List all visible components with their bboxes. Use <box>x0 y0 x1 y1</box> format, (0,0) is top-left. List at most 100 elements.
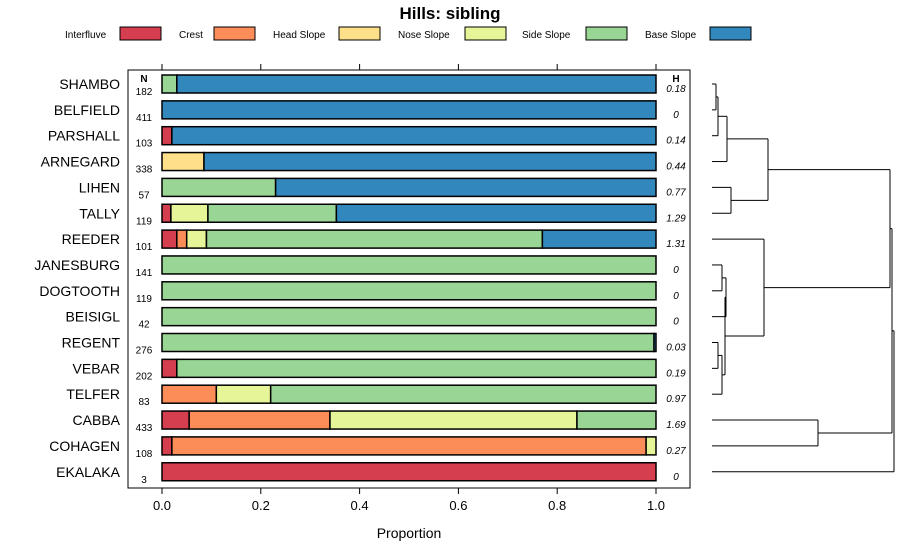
n-value: 83 <box>138 397 150 408</box>
bar-segment-interfluve <box>161 410 190 430</box>
bar-segment-side-slope <box>161 281 657 301</box>
bar-segment-crest <box>188 410 331 430</box>
row-janesburg: JANESBURG 141 0 <box>34 255 679 279</box>
x-axis: 0.0 0.2 0.4 0.6 0.8 1.0 <box>153 64 665 513</box>
bar-segment-base-slope <box>161 100 657 120</box>
h-value: 0 <box>673 317 679 328</box>
legend-label-crest: Crest <box>179 30 203 41</box>
bar-segment-base-slope <box>653 332 657 353</box>
bar-segment-base-slope <box>274 177 657 198</box>
soil-label: TELFER <box>66 386 120 402</box>
bar-segment-side-slope <box>161 177 277 198</box>
soil-label: COHAGEN <box>49 438 120 454</box>
row-cabba: CABBA 433 1.69 <box>73 410 686 434</box>
h-value: 0.97 <box>666 394 686 405</box>
soil-label: CABBA <box>73 412 121 428</box>
n-value: 411 <box>136 113 152 124</box>
h-value: 0.03 <box>666 343 686 354</box>
soil-label: BEISIGL <box>66 309 121 325</box>
n-value: 182 <box>136 87 153 98</box>
legend-swatch-base-slope <box>709 26 752 41</box>
x-tick-label: 0.2 <box>252 498 270 513</box>
bar-segment-base-slope <box>335 203 657 223</box>
n-column-header: N <box>140 74 147 85</box>
row-shambo: SHAMBO 182 0.18 <box>59 74 686 98</box>
bar-segment-side-slope <box>269 384 657 404</box>
n-value: 42 <box>138 320 150 331</box>
h-value: 1.29 <box>666 213 686 224</box>
x-tick-label: 1.0 <box>647 498 665 513</box>
bar-segment-side-slope <box>576 410 657 430</box>
soil-label: VEBAR <box>73 360 120 376</box>
x-tick-label: 0.4 <box>351 498 369 513</box>
h-value: 0 <box>673 291 679 302</box>
bar-segment-base-slope <box>203 151 657 172</box>
h-value: 1.31 <box>666 239 685 250</box>
row-beisigl: BEISIGL 42 0 <box>66 306 679 331</box>
row-regent: REGENT 276 0.03 <box>62 332 686 357</box>
soil-label: EKALAKA <box>56 464 120 480</box>
bar-segment-crest <box>176 229 188 249</box>
bar-segment-side-slope <box>161 332 655 353</box>
h-value: 0.14 <box>666 136 686 147</box>
h-value: 0.19 <box>666 368 686 379</box>
legend-swatch-head-slope <box>338 26 381 41</box>
bar-segment-interfluve <box>161 125 173 146</box>
soil-label: DOGTOOTH <box>39 283 120 299</box>
bar-segment-interfluve <box>161 229 178 249</box>
bar-segment-base-slope <box>541 229 657 249</box>
row-telfer: TELFER 83 0.97 <box>66 384 686 408</box>
legend-label-head-slope: Head Slope <box>273 30 326 41</box>
n-value: 101 <box>136 242 153 253</box>
h-value: 0.44 <box>666 162 686 173</box>
bar-segment-interfluve <box>161 436 173 456</box>
bar-segment-side-slope <box>207 203 338 223</box>
bar-segment-interfluve <box>161 462 657 482</box>
bar-segment-crest <box>171 436 647 456</box>
row-cohagen: COHAGEN 108 0.27 <box>49 436 686 460</box>
legend-swatch-interfluve <box>119 26 162 41</box>
row-arnegard: ARNEGARD 338 0.44 <box>41 151 686 176</box>
chart-title: Hills: sibling <box>399 4 500 23</box>
n-value: 103 <box>136 139 153 150</box>
bar-segment-interfluve <box>161 203 172 223</box>
bar-segment-crest <box>161 384 218 404</box>
soil-label: PARSHALL <box>48 128 120 144</box>
soil-label: ARNEGARD <box>41 154 120 170</box>
row-vebar: VEBAR 202 0.19 <box>73 358 686 382</box>
soil-label: LIHEN <box>79 179 120 195</box>
n-value: 119 <box>136 294 152 305</box>
h-value: 0.18 <box>666 84 686 95</box>
legend-label-side-slope: Side Slope <box>522 30 571 41</box>
bar-segment-side-slope <box>161 74 178 94</box>
n-value: 108 <box>136 449 153 460</box>
soil-label: TALLY <box>79 205 120 221</box>
h-value: 0.77 <box>666 187 686 198</box>
x-tick-label: 0.6 <box>449 498 467 513</box>
bar-segment-base-slope <box>171 125 657 146</box>
bar-segment-side-slope <box>161 255 657 275</box>
n-value: 433 <box>136 423 153 434</box>
soil-label: BELFIELD <box>54 102 120 118</box>
soil-label: JANESBURG <box>34 257 120 273</box>
legend-label-interfluve: Interfluve <box>65 30 107 41</box>
bar-segment-nose-slope <box>215 384 272 404</box>
h-value: 0 <box>673 110 679 121</box>
h-column-header: H <box>672 74 679 85</box>
row-reeder: REEDER 101 1.31 <box>62 229 686 253</box>
bar-segment-nose-slope <box>329 410 578 430</box>
bar-segment-head-slope <box>161 151 205 172</box>
x-axis-title: Proportion <box>377 525 442 541</box>
row-belfield: BELFIELD 411 0 <box>54 100 679 124</box>
n-value: 119 <box>136 216 152 227</box>
bar-segment-side-slope <box>176 358 657 379</box>
legend-label-nose-slope: Nose Slope <box>398 30 450 41</box>
bar-segment-nose-slope <box>170 203 209 223</box>
bar-segment-base-slope <box>176 74 657 94</box>
legend: Interfluve Crest Head Slope Nose Slope Side … <box>65 26 752 41</box>
bar-segment-side-slope <box>205 229 544 249</box>
row-dogtooth: DOGTOOTH 119 0 <box>39 281 679 305</box>
n-value: 3 <box>141 475 147 486</box>
legend-swatch-crest <box>213 26 256 41</box>
